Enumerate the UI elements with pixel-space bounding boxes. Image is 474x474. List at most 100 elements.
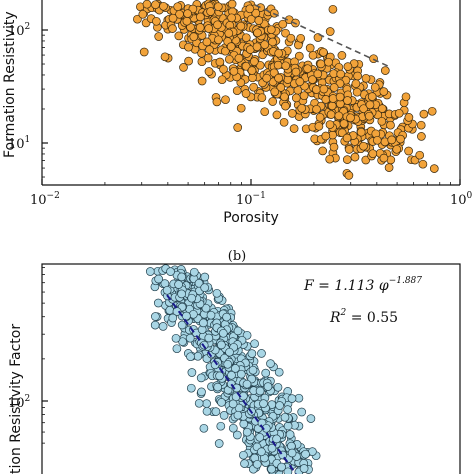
data-point <box>314 121 324 131</box>
trend-line-a <box>254 4 391 68</box>
data-point <box>232 383 242 393</box>
data-point <box>299 91 309 101</box>
data-point <box>138 9 148 19</box>
data-point <box>193 351 203 361</box>
data-point <box>160 52 170 62</box>
data-point <box>204 24 214 33</box>
data-point <box>145 267 155 276</box>
data-point <box>404 146 413 156</box>
data-point <box>204 67 214 76</box>
data-point <box>318 146 328 156</box>
data-point <box>279 117 289 127</box>
data-point <box>177 320 187 330</box>
data-point <box>252 42 262 52</box>
data-point <box>219 411 229 420</box>
data-point <box>379 87 389 96</box>
data-point <box>200 272 210 282</box>
data-point <box>343 96 352 105</box>
data-point <box>217 340 226 350</box>
data-point <box>283 467 293 474</box>
data-point <box>342 155 352 164</box>
data-point <box>419 109 429 119</box>
data-point <box>194 278 204 288</box>
data-point <box>344 145 354 154</box>
data-point <box>328 4 338 14</box>
data-point <box>325 120 335 129</box>
data-point <box>189 267 199 277</box>
data-point <box>321 95 331 104</box>
data-point <box>297 103 307 113</box>
data-point <box>312 85 321 94</box>
data-point <box>257 349 266 358</box>
data-point <box>239 450 248 460</box>
data-point <box>166 267 175 276</box>
data-point <box>177 272 187 282</box>
data-point <box>197 76 207 86</box>
data-point <box>184 56 193 66</box>
data-point <box>153 298 163 308</box>
data-point <box>286 33 296 43</box>
data-point <box>212 97 222 107</box>
data-point <box>241 89 251 98</box>
equation-annotation: F = 1.113 φ−1.887 <box>303 276 422 294</box>
data-point <box>274 73 283 83</box>
data-point <box>277 462 286 472</box>
data-point <box>327 101 337 111</box>
data-point <box>211 407 221 416</box>
data-point <box>263 382 273 391</box>
data-point <box>427 106 437 116</box>
data-point <box>280 92 289 102</box>
data-point <box>233 326 243 336</box>
data-point <box>387 135 397 145</box>
data-point <box>365 100 375 110</box>
data-point <box>184 42 193 52</box>
data-point <box>197 48 206 58</box>
fit-line-b <box>166 294 297 474</box>
data-point <box>249 82 258 92</box>
data-point <box>329 83 339 92</box>
data-point <box>367 92 377 101</box>
data-point <box>182 311 191 321</box>
data-point <box>325 27 335 36</box>
data-point <box>179 63 188 72</box>
data-point <box>133 14 142 24</box>
data-point <box>168 24 177 33</box>
data-point <box>229 66 239 76</box>
data-point <box>247 66 257 75</box>
data-point <box>158 322 168 331</box>
data-point <box>241 33 251 43</box>
data-point <box>187 368 197 377</box>
data-point <box>344 171 354 180</box>
data-point <box>174 31 184 41</box>
data-point <box>299 464 309 473</box>
data-point <box>165 305 175 315</box>
data-point <box>328 94 338 103</box>
data-point <box>291 67 301 77</box>
data-point <box>240 459 249 468</box>
data-point <box>275 401 284 410</box>
data-point <box>379 153 389 163</box>
data-point <box>415 150 425 160</box>
panel-a: 10−2 10−1 100 102 101 Porosity Formation… <box>2 0 473 226</box>
data-point <box>151 0 160 10</box>
data-point <box>150 320 160 330</box>
data-point <box>273 382 283 392</box>
data-point <box>401 92 411 102</box>
data-point <box>315 112 325 122</box>
data-point <box>174 280 183 289</box>
data-point <box>343 62 353 71</box>
data-point <box>236 103 246 113</box>
data-point <box>200 283 210 293</box>
data-point <box>281 61 291 71</box>
data-point <box>195 23 205 32</box>
data-point <box>303 64 312 74</box>
x-tick-label: 100 <box>450 191 473 208</box>
data-point <box>287 448 297 458</box>
data-point <box>416 120 426 130</box>
data-point <box>257 447 266 457</box>
data-point <box>202 37 212 47</box>
data-point <box>261 368 271 378</box>
data-point <box>287 394 297 403</box>
data-point <box>274 48 284 58</box>
